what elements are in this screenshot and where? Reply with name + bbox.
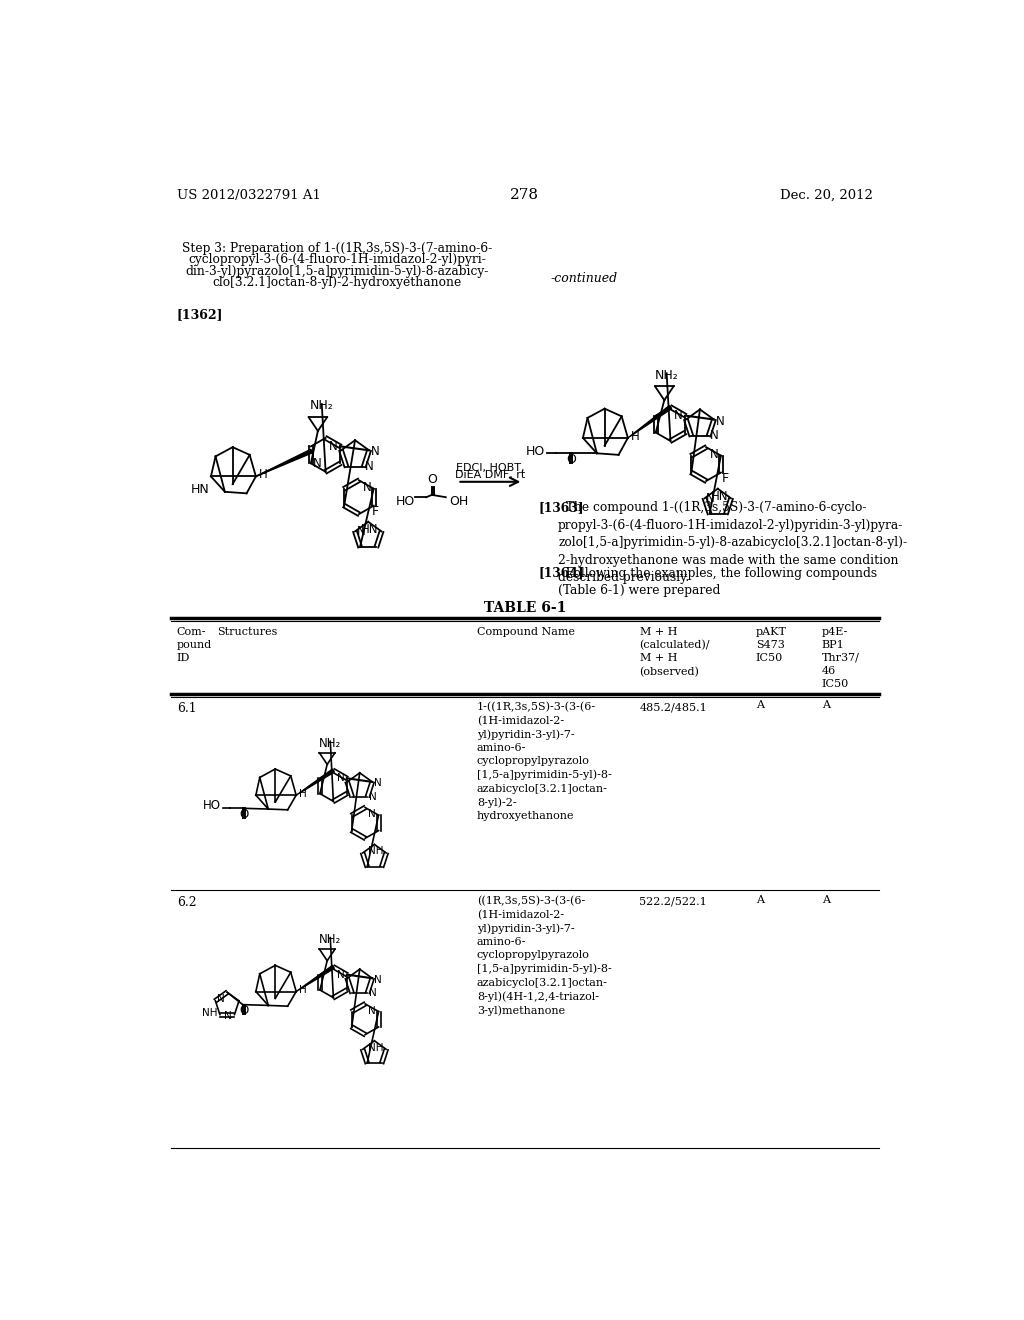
Text: M + H
(calculated)/
M + H
(observed): M + H (calculated)/ M + H (observed) [640,627,710,677]
Text: NH: NH [369,1043,384,1053]
Text: O: O [240,808,249,821]
Text: A: A [756,895,764,904]
Text: EDCI, HOBT,: EDCI, HOBT, [456,462,524,473]
Text: A: A [821,701,829,710]
Text: p4E-
BP1
Thr37/
46
IC50: p4E- BP1 Thr37/ 46 IC50 [821,627,859,689]
Polygon shape [256,449,312,477]
Text: HN: HN [711,490,728,503]
Text: H: H [631,430,640,444]
Text: O: O [240,1005,249,1016]
Text: Com-
pound
ID: Com- pound ID [177,627,212,663]
Text: 278: 278 [510,189,540,202]
Text: Following the examples, the following compounds
(Table 6-1) were prepared: Following the examples, the following co… [558,566,878,597]
Text: 6.1: 6.1 [177,702,197,715]
Polygon shape [296,965,335,991]
Text: Step 3: Preparation of 1-((1R,3s,5S)-3-(7-amino-6-: Step 3: Preparation of 1-((1R,3s,5S)-3-(… [182,242,493,255]
Text: [1363]: [1363] [539,502,585,513]
Text: [1364]: [1364] [539,566,585,579]
Text: N: N [217,994,224,1005]
Text: N: N [224,1011,232,1022]
Text: N: N [374,974,382,985]
Text: NH: NH [369,846,384,857]
Text: N: N [374,779,382,788]
Text: 1-((1R,3s,5S)-3-(3-(6-
(1H-imidazol-2-
yl)pyridin-3-yl)-7-
amino-6-
cyclopropylp: 1-((1R,3s,5S)-3-(3-(6- (1H-imidazol-2- y… [477,702,611,821]
Text: HN: HN [360,523,379,536]
Text: 522.2/522.1: 522.2/522.1 [640,896,708,906]
Text: cyclopropyl-3-(6-(4-fluoro-1H-imidazol-2-yl)pyri-: cyclopropyl-3-(6-(4-fluoro-1H-imidazol-2… [188,253,486,267]
Text: N: N [371,445,379,458]
Text: The compound 1-((1R,3s,5S)-3-(7-amino-6-cyclo-
propyl-3-(6-(4-fluoro-1H-imidazol: The compound 1-((1R,3s,5S)-3-(7-amino-6-… [558,502,907,583]
Text: NH: NH [202,1008,217,1018]
Text: N: N [312,457,322,470]
Text: N: N [710,449,719,462]
Text: HO: HO [395,495,415,508]
Text: N: N [674,409,683,422]
Polygon shape [628,405,672,438]
Text: NH₂: NH₂ [319,933,341,946]
Text: HN: HN [190,483,209,496]
Text: O: O [566,453,577,466]
Text: N: N [369,1006,376,1016]
Text: F: F [722,471,729,484]
Text: A: A [756,701,764,710]
Text: N: N [369,809,376,820]
Text: O: O [427,473,437,486]
Text: H: H [299,788,306,799]
Text: N: N [711,429,719,442]
Text: H: H [299,985,306,995]
Text: N: N [369,987,377,998]
Text: -continued: -continued [550,272,617,285]
Text: N: N [362,482,372,495]
Text: 6.2: 6.2 [177,896,197,909]
Text: Structures: Structures [217,627,278,636]
Text: HO: HO [525,445,545,458]
Text: 485.2/485.1: 485.2/485.1 [640,702,708,711]
Text: N: N [337,970,344,979]
Text: ((1R,3s,5S)-3-(3-(6-
(1H-imidazol-2-
yl)pyridin-3-yl)-7-
amino-6-
cyclopropylpyr: ((1R,3s,5S)-3-(3-(6- (1H-imidazol-2- yl)… [477,896,611,1015]
Text: N: N [369,792,377,801]
Text: N: N [356,525,366,539]
Text: Dec. 20, 2012: Dec. 20, 2012 [780,189,872,202]
Text: N: N [716,414,724,428]
Text: din-3-yl)pyrazolo[1,5-a]pyrimidin-5-yl)-8-azabicy-: din-3-yl)pyrazolo[1,5-a]pyrimidin-5-yl)-… [185,264,488,277]
Text: A: A [821,895,829,904]
Text: NH₂: NH₂ [654,368,679,381]
Text: TABLE 6-1: TABLE 6-1 [483,601,566,615]
Text: H: H [259,469,267,482]
Text: NH₂: NH₂ [310,400,334,412]
Text: DiEA DMF, rt: DiEA DMF, rt [456,470,525,480]
Text: OH: OH [450,495,469,508]
Text: N: N [337,774,344,783]
Polygon shape [296,770,335,795]
Text: N: N [330,440,338,453]
Text: pAKT
S473
IC50: pAKT S473 IC50 [756,627,786,663]
Text: clo[3.2.1]octan-8-yl)-2-hydroxyethanone: clo[3.2.1]octan-8-yl)-2-hydroxyethanone [213,276,462,289]
Text: Compound Name: Compound Name [477,627,574,636]
Text: N: N [366,461,374,473]
Text: [1362]: [1362] [177,309,223,322]
Text: N: N [707,492,715,504]
Text: US 2012/0322791 A1: US 2012/0322791 A1 [177,189,321,202]
Text: F: F [372,506,379,517]
Text: HO: HO [203,800,221,813]
Text: NH₂: NH₂ [319,737,341,750]
